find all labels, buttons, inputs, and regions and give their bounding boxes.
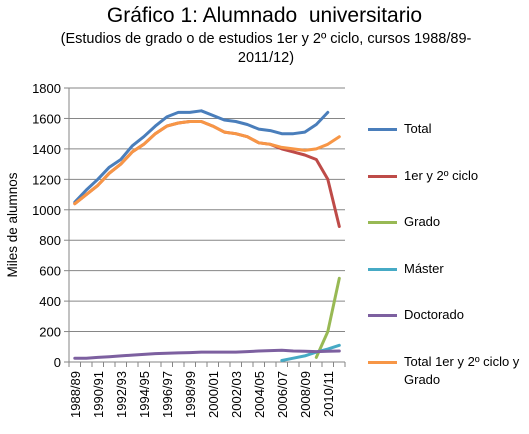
chart-subtitle: (Estudios de grado o de estudios 1er y 2… [60, 31, 472, 66]
x-tick-label: 1998/99 [183, 371, 198, 418]
legend-label: Total [404, 121, 432, 136]
x-tick-label: 2002/03 [229, 371, 244, 418]
y-tick-labels: 0 200 400 600 800 1000 1200 1400 1600 1800 [32, 81, 61, 370]
axes [68, 88, 346, 367]
series-line-doctorado [73, 348, 341, 360]
x-tick-label: 2000/01 [206, 371, 221, 418]
legend-swatch [368, 361, 397, 364]
gridlines [64, 87, 345, 363]
x-tick-label: 1990/91 [91, 371, 106, 418]
legend-label: 1er y 2º ciclo [404, 168, 479, 183]
legend-swatch [368, 268, 397, 271]
x-tick-label: 1988/89 [68, 371, 83, 418]
y-tick-label: 1400 [32, 142, 61, 157]
x-tick-label: 2010/11 [321, 371, 336, 417]
series-line-total-1er-y-2-ciclo-y-grado [73, 120, 341, 206]
chart-title: Gráfico 1: Alumnado universitario [106, 4, 423, 27]
legend-label: Doctorado [404, 307, 464, 322]
y-tick-label: 800 [39, 233, 61, 248]
x-tick-label: 1994/95 [137, 371, 152, 418]
x-tick-labels: 1988/89 1990/91 1992/93 1994/95 1996/97 1998/… [68, 371, 336, 418]
y-tick-label: 0 [54, 355, 61, 370]
y-tick-label: 1200 [32, 172, 61, 187]
series-lines [73, 109, 341, 362]
x-tick-label: 1992/93 [114, 371, 129, 418]
y-tick-label: 600 [39, 264, 61, 279]
x-tick-label: 2004/05 [252, 371, 267, 418]
y-tick-label: 1000 [32, 203, 61, 218]
legend-label: Total 1er y 2º ciclo y Grado [404, 354, 520, 387]
legend-swatch [368, 128, 397, 131]
y-axis-label: Miles de alumnos [5, 172, 20, 277]
x-tick-label: 2006/07 [275, 371, 290, 418]
series-line-m-ster [280, 343, 341, 362]
legend-label: Máster [404, 261, 444, 276]
legend-label: Grado [404, 214, 441, 229]
legend-swatch [368, 314, 397, 317]
legend-swatch [368, 175, 397, 178]
series-line-1er-y-2-ciclo [73, 120, 341, 228]
y-tick-label: 1800 [32, 81, 61, 96]
series-line-total [73, 109, 330, 204]
x-tick-label: 2008/09 [298, 371, 313, 418]
x-tick-label: 1996/97 [160, 371, 175, 418]
y-tick-label: 400 [39, 294, 61, 309]
y-tick-label: 1600 [32, 111, 61, 126]
legend-swatch [368, 221, 397, 224]
y-tick-label: 200 [39, 325, 61, 340]
series-line-grado [314, 276, 341, 359]
